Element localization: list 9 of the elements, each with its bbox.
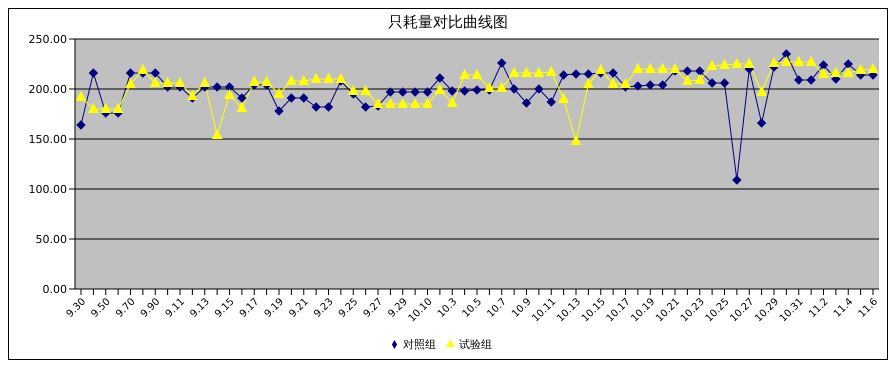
y-tick-label: 100.00 (28, 182, 67, 196)
y-tick-label: 200.00 (28, 82, 67, 96)
y-tick-label: 150.00 (28, 132, 67, 146)
y-tick-label: 50.00 (36, 232, 67, 246)
y-tick-label: 0.00 (42, 282, 67, 296)
y-tick-label: 250.00 (28, 32, 67, 46)
legend-label: 试验组 (459, 338, 492, 351)
legend-label: 对照组 (403, 338, 436, 351)
chart-title: 只耗量对比曲线图 (387, 12, 509, 33)
